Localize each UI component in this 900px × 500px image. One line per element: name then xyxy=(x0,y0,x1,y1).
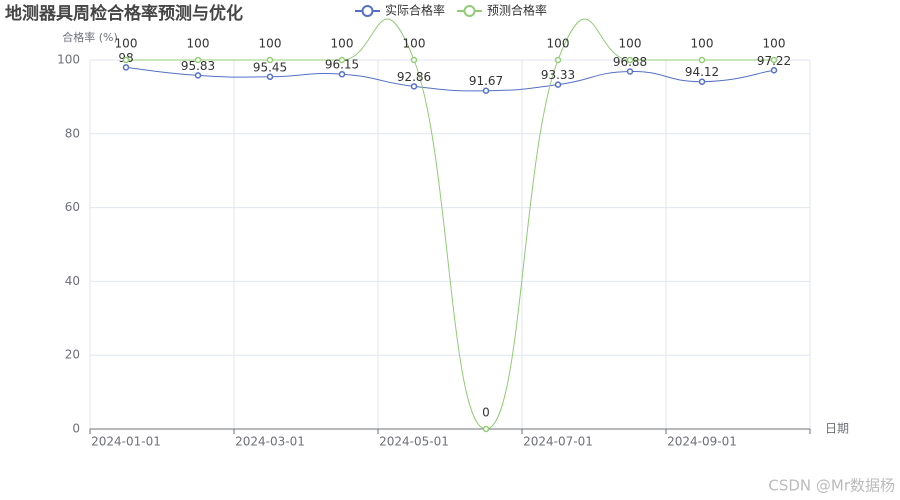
value-label: 100 xyxy=(259,37,282,51)
point xyxy=(194,56,202,64)
value-label: 95.45 xyxy=(253,60,287,74)
y-tick-label: 40 xyxy=(65,274,80,288)
x-tick-label: 2024-03-01 xyxy=(235,435,305,449)
point xyxy=(410,83,418,90)
value-label: 100 xyxy=(619,37,642,51)
x-tick-label: 2024-07-01 xyxy=(523,435,593,449)
legend-label: 预测合格率 xyxy=(487,3,547,18)
y-tick-label: 80 xyxy=(65,126,80,140)
point xyxy=(482,87,490,94)
point xyxy=(626,68,634,75)
point xyxy=(410,56,418,64)
point xyxy=(482,425,490,433)
x-tick-label: 2024-05-01 xyxy=(379,435,449,449)
legend-marker xyxy=(361,5,374,17)
value-label: 91.67 xyxy=(469,74,503,88)
point xyxy=(626,56,634,64)
point xyxy=(194,72,202,79)
point xyxy=(122,56,130,64)
value-label: 100 xyxy=(331,37,354,51)
point xyxy=(698,78,706,85)
point xyxy=(122,64,130,71)
point xyxy=(338,56,346,64)
value-label: 92.86 xyxy=(397,70,431,84)
y-tick-label: 60 xyxy=(65,200,80,214)
series-line xyxy=(126,18,774,430)
value-label: 100 xyxy=(691,37,714,51)
watermark: CSDN @Mr数据杨 xyxy=(768,477,895,495)
value-label: 100 xyxy=(763,37,786,51)
value-label: 100 xyxy=(403,37,426,51)
point xyxy=(266,73,274,81)
chart-title: 地测器具周检合格率预测与优化 xyxy=(5,3,243,24)
y-tick-label: 20 xyxy=(65,348,80,362)
point xyxy=(770,56,778,64)
y-tick-label: 100 xyxy=(57,53,80,67)
series-line xyxy=(125,66,775,92)
point xyxy=(554,81,562,88)
x-tick-label: 2024-09-01 xyxy=(667,435,737,449)
value-label: 96.15 xyxy=(325,58,359,72)
point xyxy=(698,56,706,64)
y-axis-title: 合格率 (%) xyxy=(62,30,118,44)
value-label: 95.83 xyxy=(181,59,215,73)
point xyxy=(770,67,778,74)
x-tick-label: 2024-01-01 xyxy=(91,435,161,449)
point xyxy=(554,56,562,64)
y-tick-label: 0 xyxy=(72,422,80,436)
x-axis-title: 日期 xyxy=(825,422,849,436)
point xyxy=(338,70,346,78)
legend-label: 实际合格率 xyxy=(385,3,445,18)
value-label: 93.33 xyxy=(541,68,575,82)
point xyxy=(266,56,274,64)
value-label: 100 xyxy=(187,37,210,51)
value-label: 100 xyxy=(115,37,138,51)
value-label: 100 xyxy=(547,37,570,51)
value-label: 0 xyxy=(482,406,490,420)
value-label: 94.12 xyxy=(685,65,719,79)
legend-marker xyxy=(463,5,476,17)
